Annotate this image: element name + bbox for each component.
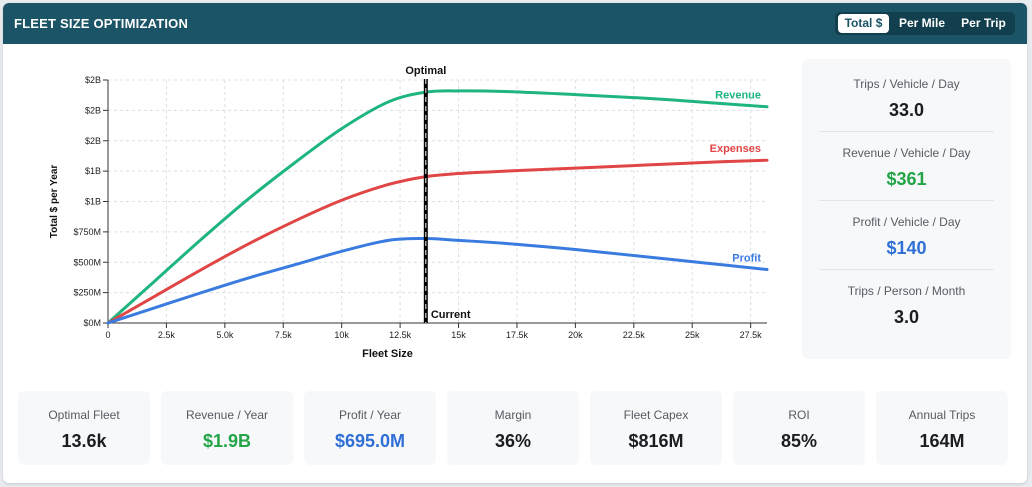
kpi-fleet-capex: Fleet Capex $816M — [590, 391, 722, 465]
kpi-annual-trips: Annual Trips 164M — [876, 391, 1008, 465]
x-tick-label: 12.5k — [389, 330, 412, 340]
kpi-label: Annual Trips — [908, 408, 976, 422]
stat-label: Revenue / Vehicle / Day — [842, 146, 971, 160]
toggle-total[interactable]: Total $ — [838, 14, 889, 33]
y-tick-label: $0M — [83, 318, 101, 328]
series-line-revenue — [106, 89, 769, 325]
stat-value: $140 — [886, 238, 927, 258]
stat-label: Trips / Vehicle / Day — [853, 77, 960, 91]
x-tick-label: 15k — [451, 330, 466, 340]
x-tick-label: 7.5k — [275, 330, 293, 340]
kpi-label: Revenue / Year — [185, 408, 269, 422]
kpi-label: Fleet Capex — [623, 408, 689, 422]
kpi-label: Margin — [494, 408, 532, 422]
stat-value: 3.0 — [893, 307, 920, 327]
stat-trips-per-person: Trips / Person / Month 3.0 — [802, 266, 1011, 335]
divider — [819, 269, 994, 270]
series-line-expenses — [106, 158, 769, 325]
x-tick-label: 17.5k — [506, 330, 529, 340]
x-axis-title: Fleet Size — [362, 348, 413, 360]
kpi-label: ROI — [788, 408, 810, 422]
y-tick-label: $250M — [73, 288, 101, 298]
x-tick-label: 22.5k — [623, 330, 646, 340]
divider — [819, 131, 994, 132]
stat-label: Profit / Vehicle / Day — [852, 215, 961, 229]
current-label: Current — [431, 309, 471, 321]
optimal-label: Optimal — [405, 65, 446, 77]
y-tick-label: $2B — [85, 136, 101, 146]
kpi-optimal-fleet: Optimal Fleet 13.6k — [18, 391, 150, 465]
x-tick-label: 25k — [685, 330, 700, 340]
kpi-label: Optimal Fleet — [48, 408, 120, 422]
kpi-revenue-year: Revenue / Year $1.9B — [161, 391, 293, 465]
series-label-expenses: Expenses — [710, 143, 761, 155]
divider — [819, 200, 994, 201]
x-tick-label: 20k — [568, 330, 583, 340]
x-tick-label: 27.5k — [740, 330, 763, 340]
series-line-profit — [106, 237, 769, 325]
y-tick-label: $1B — [85, 197, 101, 207]
card-header: FLEET SIZE OPTIMIZATION Total $ Per Mile… — [3, 3, 1027, 44]
stat-value: $361 — [886, 169, 927, 189]
unit-economics-panel: Trips / Vehicle / Day 33.0 Revenue / Veh… — [802, 59, 1011, 359]
y-tick-label: $2B — [85, 105, 101, 115]
y-tick-label: $2B — [85, 75, 101, 85]
stat-label: Trips / Person / Month — [847, 284, 966, 298]
card-title: FLEET SIZE OPTIMIZATION — [14, 16, 189, 31]
kpi-value: $816M — [628, 431, 684, 451]
series-label-profit: Profit — [732, 253, 761, 265]
kpi-roi: ROI 85% — [733, 391, 865, 465]
stat-revenue-per-vehicle: Revenue / Vehicle / Day $361 — [802, 128, 1011, 197]
y-tick-label: $500M — [73, 257, 101, 267]
kpi-margin: Margin 36% — [447, 391, 579, 465]
kpi-value: 13.6k — [61, 431, 107, 451]
fleet-optimization-card: FLEET SIZE OPTIMIZATION Total $ Per Mile… — [3, 3, 1027, 483]
kpi-value: 164M — [919, 431, 965, 451]
x-tick-label: 10k — [334, 330, 349, 340]
x-tick-label: 0 — [105, 330, 110, 340]
stat-trips-per-vehicle: Trips / Vehicle / Day 33.0 — [802, 59, 1011, 128]
kpi-value: 36% — [494, 431, 532, 451]
kpi-value: $1.9B — [202, 431, 252, 451]
toggle-per-mile[interactable]: Per Mile — [898, 16, 946, 30]
kpi-value: $695.0M — [334, 431, 406, 451]
stat-profit-per-vehicle: Profit / Vehicle / Day $140 — [802, 197, 1011, 266]
x-tick-label: 2.5k — [158, 330, 176, 340]
kpi-label: Profit / Year — [338, 408, 402, 422]
stat-value: 33.0 — [888, 100, 925, 120]
fleet-chart: 0 2.5k 5.0k 7.5k 10k 12.5k 15k 17.5k 20k 22.5k 25k… — [49, 65, 769, 360]
metric-toggle-group: Total $ Per Mile Per Trip — [835, 12, 1015, 35]
series-label-revenue: Revenue — [715, 90, 761, 102]
toggle-per-trip[interactable]: Per Trip — [961, 16, 1006, 30]
kpi-profit-year: Profit / Year $695.0M — [304, 391, 436, 465]
y-axis-title: Total $ per Year — [49, 165, 60, 239]
x-tick-label: 5.0k — [216, 330, 234, 340]
y-tick-label: $750M — [73, 227, 101, 237]
y-tick-label: $1B — [85, 166, 101, 176]
kpi-value: 85% — [780, 431, 818, 451]
